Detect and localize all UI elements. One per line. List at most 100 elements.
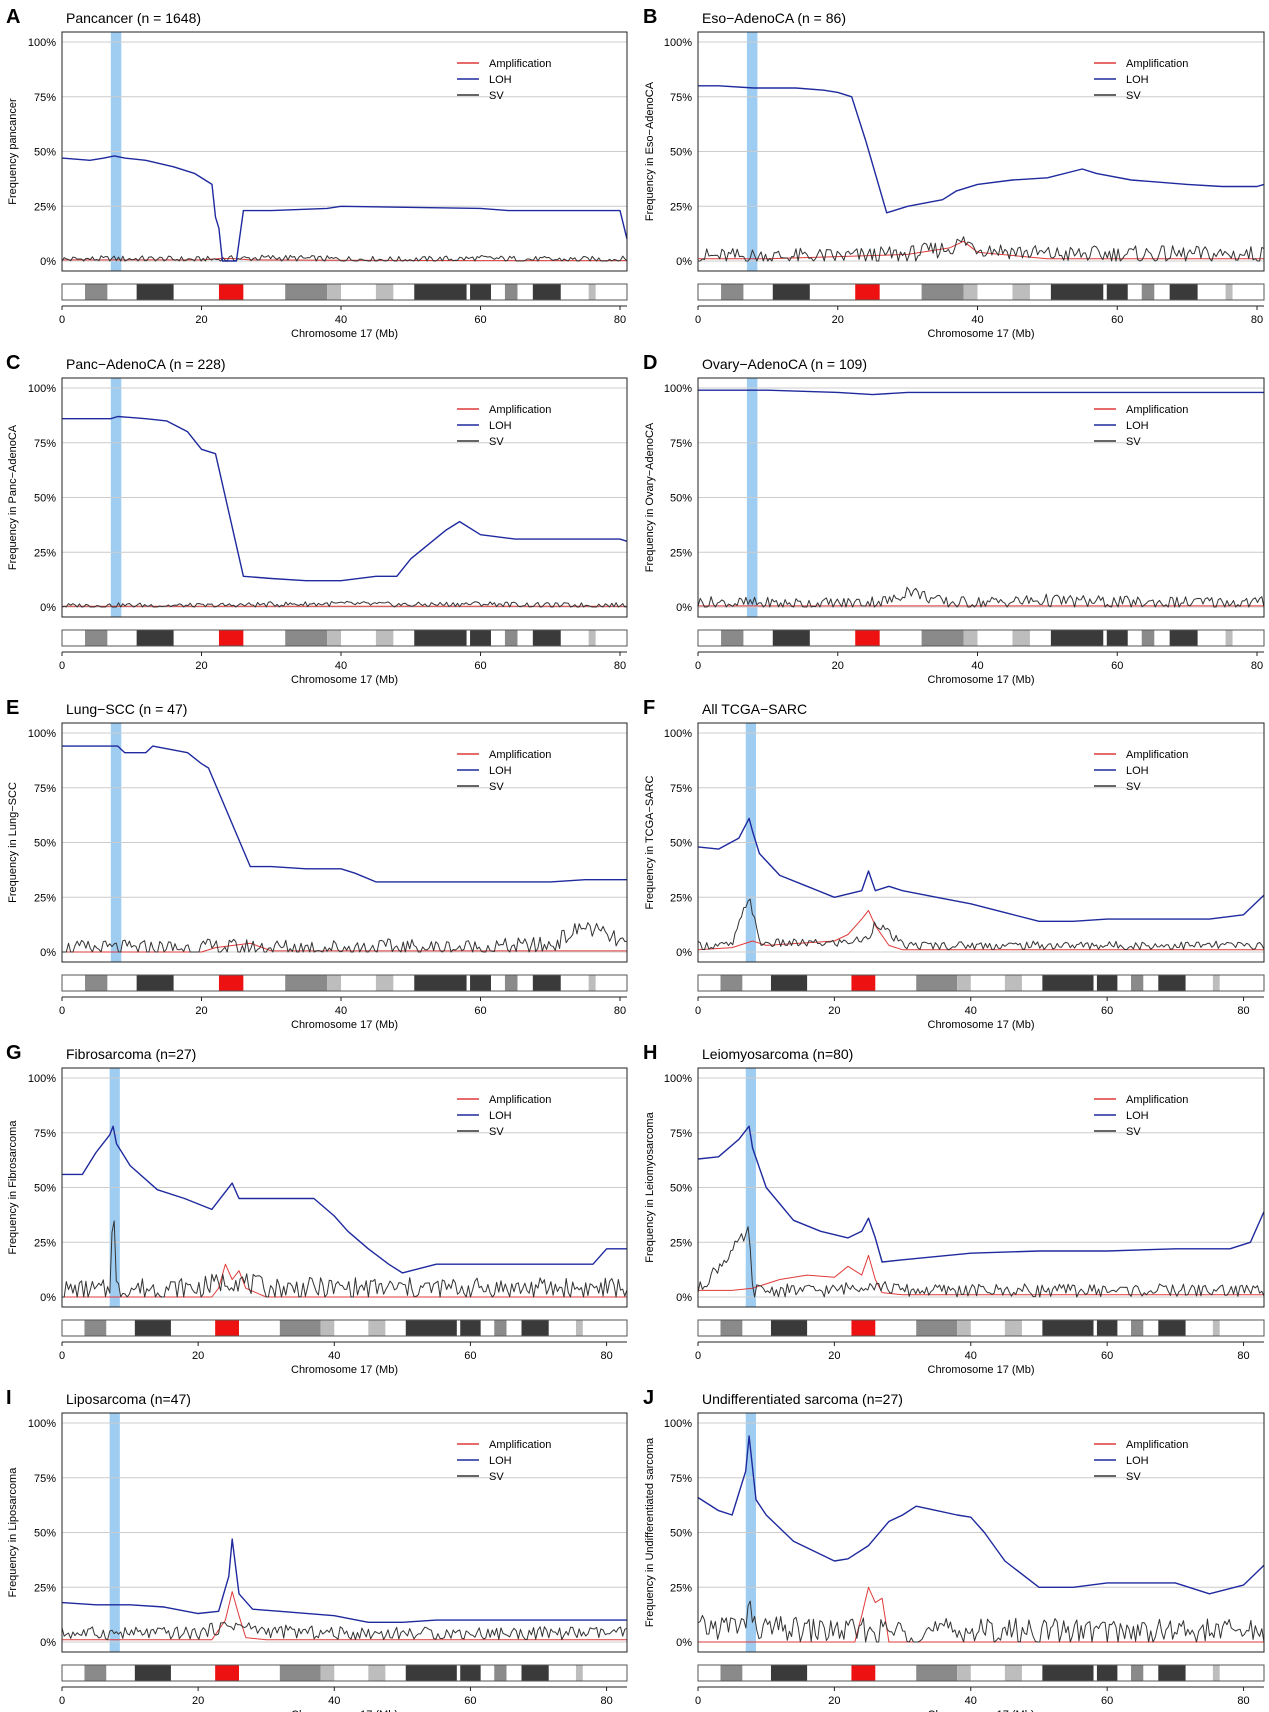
plot-frame: [697, 31, 1265, 272]
ideogram-band: [1141, 284, 1155, 300]
ideogram-band: [85, 284, 108, 300]
ideogram-band: [84, 1665, 107, 1681]
y-tick-label: 50%: [34, 1183, 56, 1195]
plot-frame: [697, 722, 1265, 963]
y-tick-label: 100%: [664, 1418, 692, 1430]
plot-frame: [61, 31, 628, 272]
ideogram-band: [414, 284, 467, 300]
legend-label: Amplification: [1126, 404, 1188, 416]
ideogram-band: [1096, 975, 1118, 991]
panel-title: Panc−AdenoCA (n = 228): [66, 356, 226, 372]
y-tick-label: 50%: [670, 1183, 692, 1195]
series-sv: [61, 1622, 628, 1641]
x-tick-label: 80: [614, 1005, 626, 1017]
plot-frame: [61, 1412, 628, 1653]
x-tick-label: 60: [1101, 1350, 1113, 1362]
ideogram-band: [532, 975, 561, 991]
ideogram-band: [772, 284, 810, 300]
x-tick-label: 0: [59, 1005, 65, 1017]
ideogram-band: [532, 284, 561, 300]
x-axis-label: Chromosome 17 (Mb): [928, 328, 1035, 340]
ideogram-band: [532, 630, 561, 646]
panel-letter: C: [6, 352, 20, 374]
series-sv: [62, 1220, 628, 1298]
x-tick-label: 20: [832, 660, 844, 672]
x-tick-label: 20: [195, 660, 207, 672]
ideogram-band: [957, 1320, 971, 1336]
legend-label: LOH: [1126, 1110, 1149, 1122]
x-tick-label: 40: [335, 1005, 347, 1017]
x-tick-label: 20: [195, 1005, 207, 1017]
x-tick-label: 0: [59, 1350, 65, 1362]
legend-label: LOH: [489, 420, 512, 432]
series-sv: [698, 236, 1265, 262]
x-tick-label: 20: [195, 314, 207, 326]
panel-b: B Eso−AdenoCA (n = 86) 100% 75% 50% 25% 0% Ampl…: [643, 6, 1265, 340]
series-loh: [697, 1125, 1265, 1263]
ideogram-band: [285, 284, 328, 300]
y-tick-label: 50%: [34, 838, 56, 850]
x-axis-label: Chromosome 17 (Mb): [928, 1709, 1035, 1712]
x-tick-label: 80: [1237, 1005, 1249, 1017]
y-tick-label: 25%: [34, 547, 56, 559]
ideogram-band: [916, 1665, 958, 1681]
ideogram-band: [770, 1665, 808, 1681]
ideogram-band: [414, 975, 467, 991]
ideogram-band: [1106, 284, 1128, 300]
ideogram-band: [963, 284, 978, 300]
series-amplification: [698, 1254, 1264, 1296]
ideogram-band: [85, 975, 108, 991]
y-tick-label: 50%: [34, 1528, 56, 1540]
ideogram-band: [368, 1320, 386, 1336]
ideogram-band: [494, 1665, 507, 1681]
x-tick-label: 80: [600, 1350, 612, 1362]
ideogram-band: [851, 1665, 876, 1681]
panel-title: Eso−AdenoCA (n = 86): [702, 10, 846, 26]
y-axis-label: Frequency pancancer: [7, 98, 19, 205]
ideogram-band: [285, 630, 328, 646]
x-tick-label: 60: [1111, 660, 1123, 672]
plot-frame: [61, 722, 628, 963]
legend-label: SV: [489, 781, 504, 793]
ideogram-band: [1158, 1665, 1186, 1681]
y-tick-label: 25%: [670, 892, 692, 904]
ideogram-band: [921, 284, 964, 300]
y-tick-label: 100%: [28, 1418, 56, 1430]
ideogram-band: [1225, 630, 1233, 646]
panel-letter: G: [6, 1042, 22, 1064]
series-loh: [62, 415, 628, 582]
ideogram-band: [327, 284, 342, 300]
panel-d: D Ovary−AdenoCA (n = 109) 100% 75% 50% 25% 0% A…: [643, 352, 1265, 686]
ideogram-band: [1158, 975, 1186, 991]
ideogram-band: [720, 1665, 743, 1681]
y-tick-label: 100%: [664, 728, 692, 740]
plot-frame: [697, 377, 1265, 618]
y-tick-label: 25%: [670, 1582, 692, 1594]
y-tick-label: 50%: [670, 838, 692, 850]
y-tick-label: 75%: [34, 92, 56, 104]
legend-label: Amplification: [489, 1094, 551, 1106]
plot-frame: [61, 377, 628, 618]
ideogram-band: [1096, 1320, 1118, 1336]
legend-label: Amplification: [489, 404, 551, 416]
panel-letter: F: [643, 697, 655, 719]
y-axis-label: Frequency in Panc−AdenoCA: [7, 424, 19, 570]
ideogram-band: [136, 975, 174, 991]
x-tick-label: 40: [971, 660, 983, 672]
legend-label: Amplification: [1126, 58, 1188, 70]
x-tick-label: 40: [335, 314, 347, 326]
x-tick-label: 60: [1111, 314, 1123, 326]
panel-j: J Undifferentiated sarcoma (n=27) 100% 75% 5…: [643, 1387, 1265, 1712]
ideogram-band: [772, 630, 810, 646]
ideogram-band: [504, 630, 518, 646]
x-tick-label: 80: [1251, 660, 1263, 672]
y-tick-label: 0%: [40, 602, 56, 614]
ideogram-band: [470, 284, 491, 300]
y-tick-label: 100%: [28, 728, 56, 740]
y-tick-label: 100%: [664, 1073, 692, 1085]
panel-letter: B: [643, 6, 657, 28]
series-sv: [61, 254, 628, 262]
y-tick-label: 25%: [34, 201, 56, 213]
y-tick-label: 0%: [40, 256, 56, 268]
ideogram-band: [215, 1665, 239, 1681]
